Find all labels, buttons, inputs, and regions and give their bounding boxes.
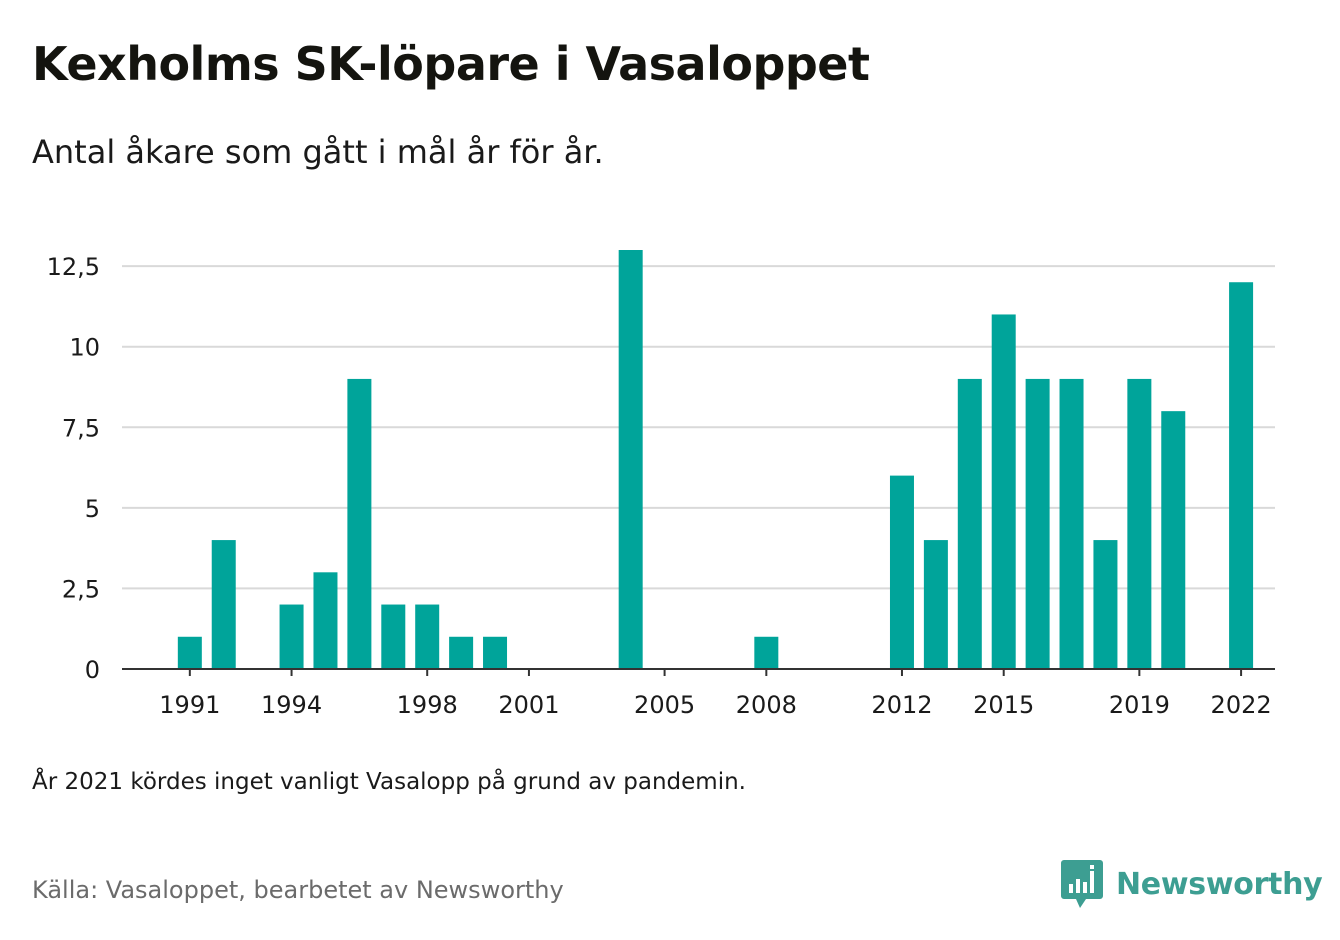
newsworthy-logo-icon <box>1061 860 1103 908</box>
y-tick-label: 7,5 <box>62 414 100 442</box>
bar <box>991 314 1016 669</box>
bar <box>313 572 338 669</box>
x-tick-label: 2015 <box>973 691 1034 719</box>
x-tick-label: 2019 <box>1109 691 1170 719</box>
bar <box>1161 411 1186 669</box>
bar <box>754 636 779 669</box>
x-tick-label: 2012 <box>871 691 932 719</box>
bar <box>1093 540 1118 669</box>
bar-chart: 0 2,5 5 7,5 10 12,5 1991 1994 1998 2001 2005 2008 20… <box>47 250 1275 719</box>
bar <box>177 636 202 669</box>
bar <box>347 378 372 669</box>
chart-title: Kexholms SK-löpare i Vasaloppet <box>32 37 870 91</box>
y-tick-label: 0 <box>85 656 100 684</box>
bar <box>483 636 508 669</box>
axes: 0 2,5 5 7,5 10 12,5 1991 1994 1998 2001 2005 2008 20… <box>47 253 1275 719</box>
x-tick-label: 2008 <box>736 691 797 719</box>
bar <box>618 250 643 669</box>
bar <box>1127 378 1152 669</box>
x-tick-label: 1991 <box>159 691 220 719</box>
y-tick-label: 5 <box>85 495 100 523</box>
x-tick-label: 1994 <box>261 691 322 719</box>
bar <box>1025 378 1050 669</box>
logo-text: Newsworthy <box>1116 866 1323 902</box>
chart-note: År 2021 kördes inget vanligt Vasalopp på… <box>32 769 746 795</box>
bar <box>211 540 236 669</box>
bar <box>923 540 948 669</box>
bar <box>381 604 406 669</box>
bar <box>1229 282 1254 669</box>
bar <box>889 475 914 669</box>
bar <box>1059 378 1084 669</box>
newsworthy-logo: Newsworthy <box>1060 858 1323 910</box>
bar <box>415 604 440 669</box>
y-tick-label: 12,5 <box>47 253 100 281</box>
y-tick-label: 2,5 <box>62 575 100 603</box>
x-tick-label: 1998 <box>397 691 458 719</box>
source-credit: Källa: Vasaloppet, bearbetet av Newswort… <box>32 876 564 904</box>
bar <box>449 636 474 669</box>
x-tick-label: 2001 <box>498 691 559 719</box>
bar <box>279 604 304 669</box>
x-tick-label: 2022 <box>1211 691 1272 719</box>
bars <box>177 250 1254 669</box>
chart-subtitle: Antal åkare som gått i mål år för år. <box>32 133 604 171</box>
y-tick-label: 10 <box>69 334 100 362</box>
x-tick-label: 2005 <box>634 691 695 719</box>
bar <box>957 378 982 669</box>
